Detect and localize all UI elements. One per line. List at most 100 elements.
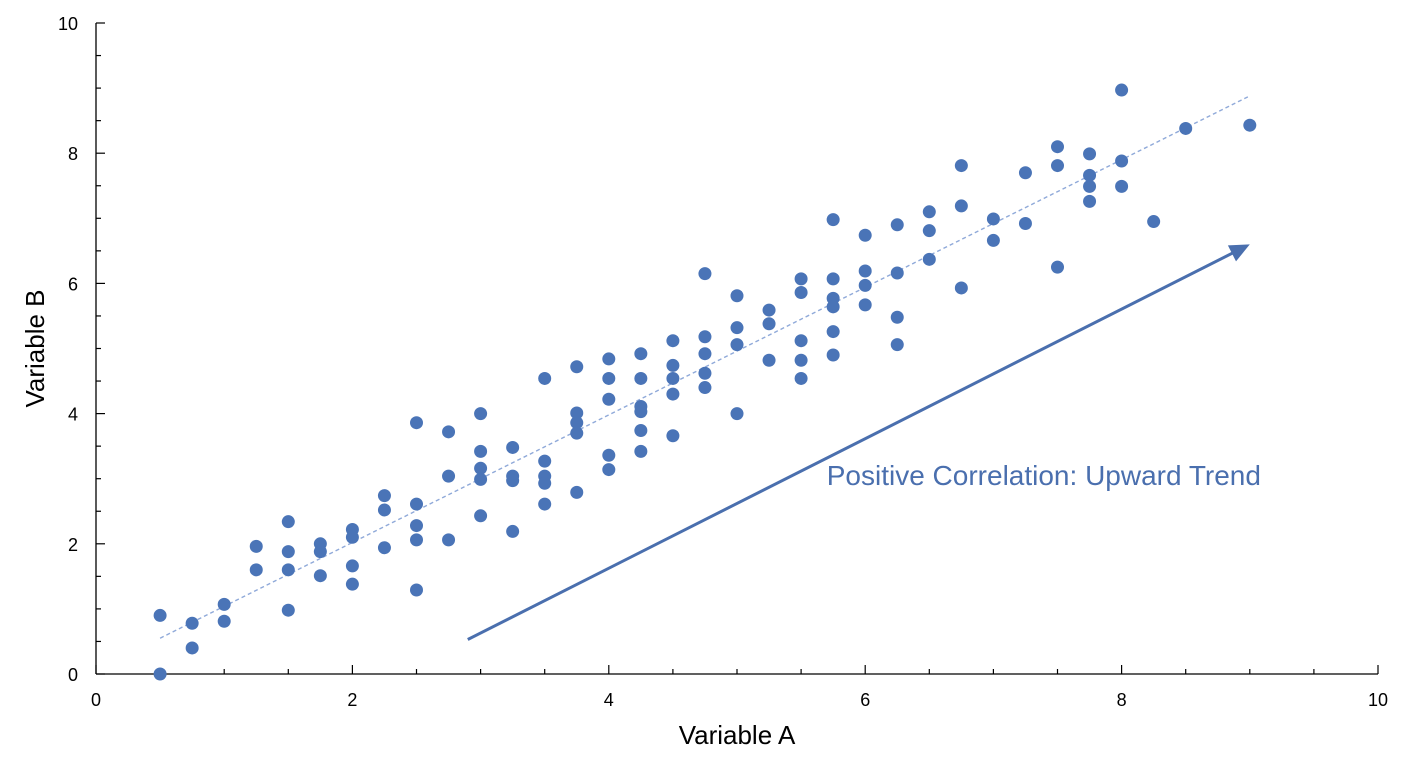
y-tick-label: 2 [68, 535, 78, 555]
data-point [1083, 179, 1097, 193]
data-point [410, 519, 423, 533]
data-point [1243, 118, 1257, 132]
data-point [762, 353, 776, 367]
data-point [890, 266, 904, 280]
data-point [377, 541, 391, 555]
data-point [570, 426, 584, 440]
data-point [698, 330, 712, 344]
data-point [410, 497, 423, 511]
x-tick-label: 0 [91, 690, 101, 710]
data-point [666, 429, 680, 443]
data-point [698, 347, 712, 361]
data-point [666, 334, 680, 348]
data-point [826, 325, 840, 339]
data-point [249, 563, 263, 577]
y-tick-label: 8 [68, 144, 78, 164]
x-tick-label: 4 [604, 690, 614, 710]
trend-arrow [467, 244, 1250, 641]
data-point [506, 440, 520, 454]
x-tick-label: 2 [347, 690, 357, 710]
data-point [954, 281, 968, 295]
arrowhead-icon [1227, 244, 1250, 262]
data-point [217, 614, 231, 628]
data-point [890, 218, 904, 232]
data-point [602, 448, 616, 462]
annotation-label: Positive Correlation: Upward Trend [827, 460, 1261, 491]
data-point [281, 515, 295, 529]
y-tick-label: 6 [68, 274, 78, 294]
data-point [1018, 217, 1032, 231]
x-tick-label: 8 [1117, 690, 1127, 710]
x-axis-title: Variable A [679, 720, 796, 750]
data-point [602, 463, 616, 477]
data-point [474, 461, 488, 475]
data-point [762, 303, 776, 317]
data-point [858, 228, 872, 242]
data-point [858, 264, 872, 278]
data-point [442, 533, 456, 547]
data-point [538, 454, 552, 468]
data-point [826, 213, 840, 227]
data-point [185, 641, 199, 655]
data-point [634, 444, 648, 458]
data-point [826, 348, 840, 362]
x-tick-label: 6 [860, 690, 870, 710]
data-point [730, 321, 744, 335]
data-point [922, 224, 936, 238]
data-point [954, 159, 968, 173]
x-tick-label: 10 [1368, 690, 1388, 710]
data-point [538, 371, 552, 385]
data-point [634, 347, 648, 361]
data-point [538, 497, 552, 511]
y-tick-label: 4 [68, 405, 78, 425]
data-point [698, 267, 712, 281]
data-point [602, 392, 616, 406]
data-point [698, 381, 712, 395]
data-point [1083, 147, 1097, 161]
data-point [570, 406, 584, 420]
data-point [666, 371, 680, 385]
data-point [185, 616, 199, 630]
data-point [730, 289, 744, 303]
data-point [345, 530, 359, 544]
data-point [666, 387, 680, 401]
tick-labels: 0 2 4 6 8 10 0 2 4 6 8 10 [58, 14, 1388, 710]
data-point [858, 278, 872, 292]
data-point [410, 583, 423, 597]
data-point [1147, 215, 1161, 229]
data-point [602, 352, 616, 366]
data-point [922, 252, 936, 266]
data-points [153, 83, 1257, 681]
data-point [1083, 168, 1097, 182]
data-point [345, 577, 359, 591]
data-point [794, 334, 808, 348]
data-point [890, 310, 904, 324]
data-point [794, 371, 808, 385]
data-point [281, 603, 295, 617]
data-point [858, 298, 872, 312]
data-point [1115, 179, 1129, 193]
data-point [474, 444, 488, 458]
data-point [281, 545, 295, 559]
data-point [217, 597, 231, 611]
data-point [826, 300, 840, 314]
data-point [474, 407, 488, 421]
y-tick-label: 10 [58, 14, 78, 34]
data-point [506, 474, 520, 488]
data-point [313, 569, 327, 583]
data-point [1115, 83, 1129, 97]
data-point [570, 485, 584, 499]
data-point [602, 371, 616, 385]
data-point [377, 503, 391, 517]
data-point [153, 608, 167, 622]
data-point [570, 360, 584, 374]
data-point [634, 371, 648, 385]
data-point [986, 233, 1000, 247]
y-tick-label: 0 [68, 665, 78, 685]
data-point [313, 545, 327, 559]
data-point [794, 272, 808, 286]
data-point [794, 286, 808, 300]
data-point [474, 509, 488, 523]
data-point [826, 272, 840, 286]
